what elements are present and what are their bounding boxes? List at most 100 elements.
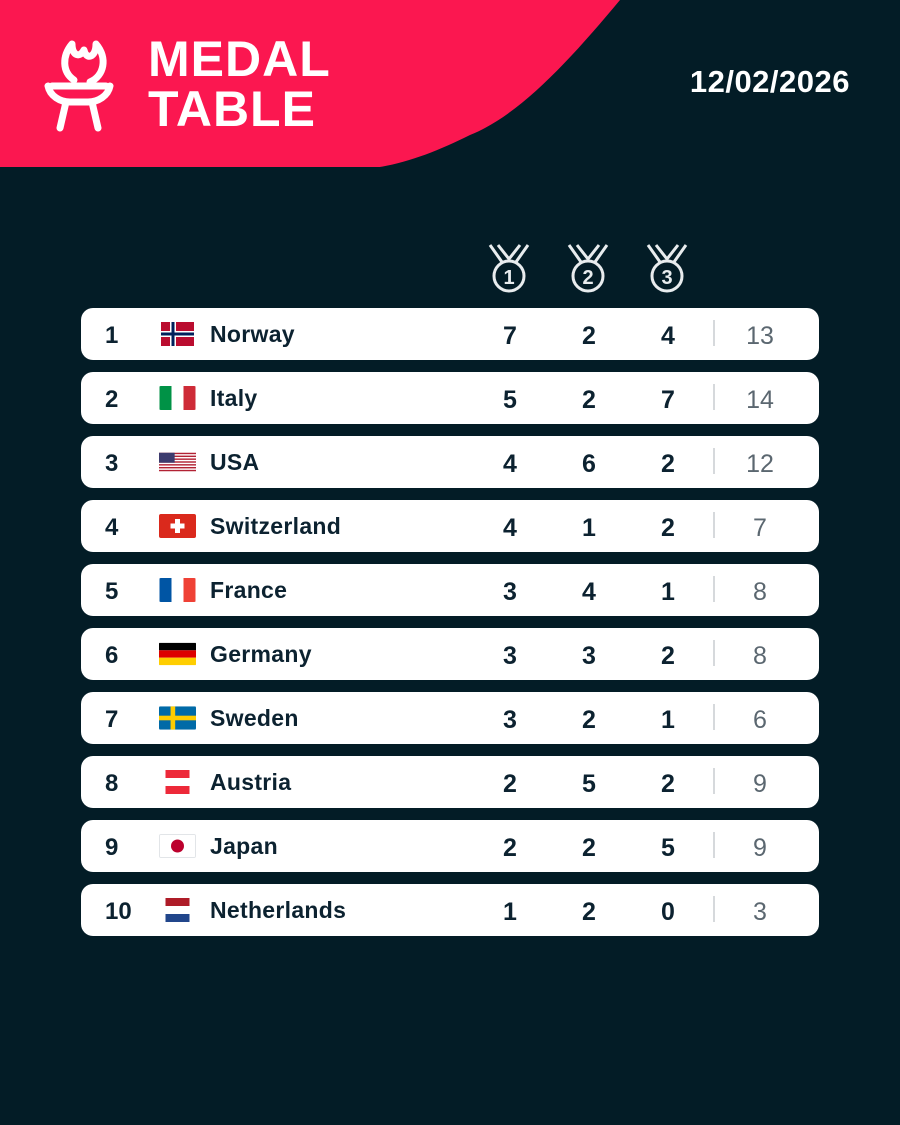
divider (713, 832, 715, 858)
table-row[interactable]: 2 Italy 5 2 7 14 (81, 372, 819, 424)
gold-count: 2 (503, 770, 517, 798)
divider (713, 768, 715, 794)
bronze-count: 2 (661, 514, 675, 542)
total-count: 9 (753, 770, 767, 798)
bronze-count: 5 (661, 834, 675, 862)
country-name: Sweden (210, 705, 299, 731)
table-row[interactable]: 8 Austria 2 5 2 9 (81, 756, 819, 808)
country-name: Norway (210, 321, 295, 347)
silver-count: 2 (582, 386, 596, 414)
page-title: MEDAL TABLE (148, 34, 331, 134)
country-name: Germany (210, 641, 312, 667)
bronze-count: 2 (661, 450, 675, 478)
rank: 1 (105, 322, 119, 349)
medal-1-icon: 1 (484, 242, 534, 298)
country-name: France (210, 577, 288, 603)
table-row[interactable]: 7 Sweden 3 2 1 6 (81, 692, 819, 744)
bronze-count: 0 (661, 898, 675, 926)
header-banner (0, 0, 622, 167)
japan-flag-icon (159, 834, 196, 858)
table-row[interactable]: 10 Netherlands 1 2 0 3 (81, 884, 819, 936)
gold-count: 4 (503, 514, 517, 542)
gold-count: 4 (503, 450, 517, 478)
rank: 6 (105, 642, 119, 669)
total-count: 12 (746, 450, 774, 478)
sweden-flag-icon (159, 706, 196, 730)
table-row[interactable]: 3 USA 4 6 2 12 (81, 436, 819, 488)
medal-2-icon: 2 (563, 242, 613, 298)
bronze-count: 1 (661, 578, 675, 606)
italy-flag-icon (159, 386, 196, 410)
total-count: 14 (746, 386, 774, 414)
germany-flag-icon (159, 642, 196, 666)
gold-count: 7 (503, 322, 517, 350)
torch-icon (40, 36, 118, 132)
country-name: USA (210, 449, 260, 475)
bronze-count: 4 (661, 322, 675, 350)
medal-1-numeral: 1 (503, 267, 514, 289)
table-row[interactable]: 1 Norway 7 2 4 13 (81, 308, 819, 360)
austria-flag-icon (159, 770, 196, 794)
rank: 7 (105, 706, 119, 733)
rank: 9 (105, 834, 119, 861)
bronze-count: 7 (661, 386, 675, 414)
rank: 3 (105, 450, 119, 477)
silver-count: 5 (582, 770, 596, 798)
divider (713, 512, 715, 538)
rank: 4 (105, 514, 119, 541)
country-name: Italy (210, 385, 258, 411)
date-label: 12/02/2026 (689, 64, 850, 99)
bronze-count: 2 (661, 642, 675, 670)
title-line-2: TABLE (148, 81, 316, 137)
country-name: Netherlands (210, 897, 347, 923)
divider (713, 576, 715, 602)
divider (713, 896, 715, 922)
total-count: 7 (753, 514, 767, 542)
norway-flag-icon (159, 322, 196, 346)
rank: 10 (105, 898, 132, 925)
total-count: 9 (753, 834, 767, 862)
table-row[interactable]: 4 Switzerland 4 1 2 7 (81, 500, 819, 552)
title-line-1: MEDAL (148, 31, 331, 87)
medal-2-numeral: 2 (582, 267, 593, 289)
medal-3-icon: 3 (642, 242, 692, 298)
silver-count: 1 (582, 514, 596, 542)
france-flag-icon (159, 578, 196, 602)
usa-flag-icon (159, 450, 196, 474)
total-count: 8 (753, 578, 767, 606)
divider (713, 448, 715, 474)
table-row[interactable]: 5 France 3 4 1 8 (81, 564, 819, 616)
gold-count: 3 (503, 578, 517, 606)
gold-count: 3 (503, 642, 517, 670)
medal-3-numeral: 3 (661, 267, 672, 289)
gold-count: 1 (503, 898, 517, 926)
table-row[interactable]: 9 Japan 2 2 5 9 (81, 820, 819, 872)
total-count: 3 (753, 898, 767, 926)
rank: 8 (105, 770, 119, 797)
divider (713, 384, 715, 410)
divider (713, 704, 715, 730)
silver-count: 2 (582, 898, 596, 926)
total-count: 6 (753, 706, 767, 734)
gold-count: 5 (503, 386, 517, 414)
bronze-count: 2 (661, 770, 675, 798)
table-row[interactable]: 6 Germany 3 3 2 8 (81, 628, 819, 680)
divider (713, 640, 715, 666)
silver-count: 4 (582, 578, 596, 606)
country-name: Switzerland (210, 513, 342, 539)
netherlands-flag-icon (159, 898, 196, 922)
total-count: 8 (753, 642, 767, 670)
silver-count: 3 (582, 642, 596, 670)
rank: 2 (105, 386, 119, 413)
medal-table: 1 Norway 7 2 4 13 2 Italy 5 2 7 14 3 (81, 308, 819, 948)
bronze-count: 1 (661, 706, 675, 734)
country-name: Austria (210, 769, 292, 795)
total-count: 13 (746, 322, 774, 350)
gold-count: 3 (503, 706, 517, 734)
rank: 5 (105, 578, 119, 605)
divider (713, 320, 715, 346)
silver-count: 2 (582, 706, 596, 734)
switzerland-flag-icon (159, 514, 196, 538)
country-name: Japan (210, 833, 278, 859)
silver-count: 6 (582, 450, 596, 478)
